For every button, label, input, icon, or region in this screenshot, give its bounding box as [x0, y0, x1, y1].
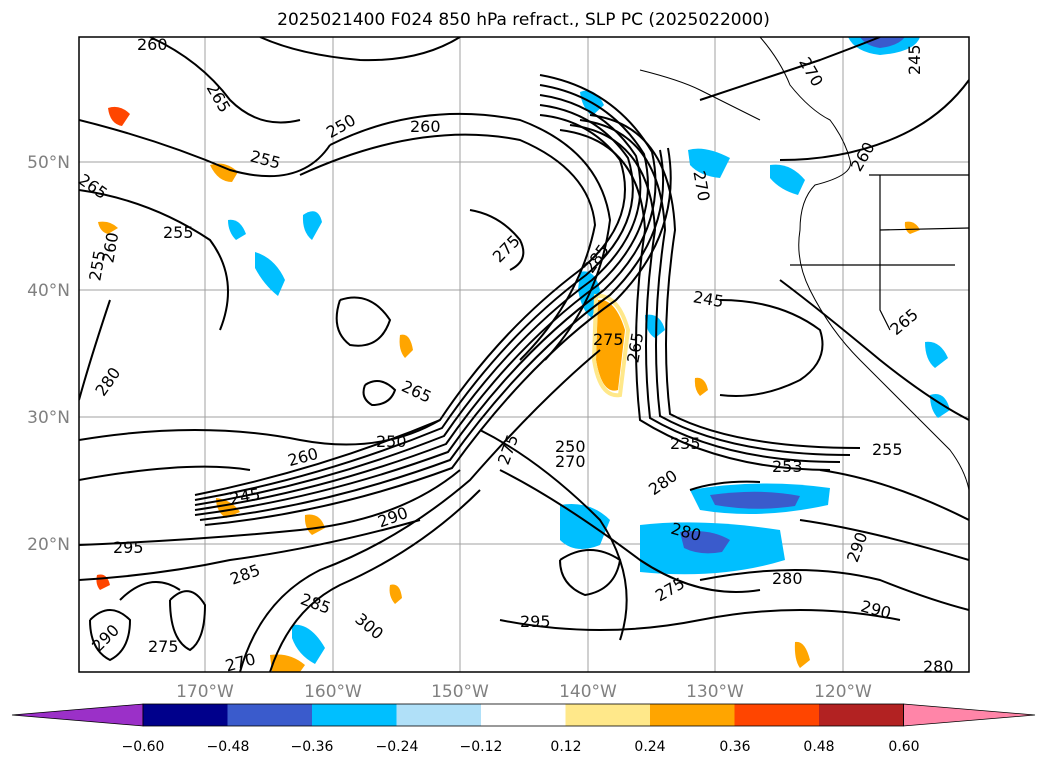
- negative-anomaly-shading: [228, 37, 950, 664]
- colorbar-segment: [227, 704, 312, 726]
- colorbar-tick-label: 0.24: [634, 739, 665, 755]
- colorbar-segment: [11, 703, 144, 727]
- contour-label: 255: [872, 440, 903, 459]
- contour-label: 235: [670, 434, 701, 453]
- contour-label: 280: [923, 657, 954, 676]
- colorbar-outline: [142, 703, 904, 727]
- lon-tick-label: 170°W: [176, 682, 234, 702]
- contour-label: 280: [772, 569, 803, 588]
- colorbar-segment: [143, 704, 228, 726]
- colorbar-tick-label: −0.36: [291, 739, 334, 755]
- lat-tick-label: 30°N: [27, 408, 70, 428]
- colorbar-segment: [396, 704, 481, 726]
- colorbar-tick-label: 0.12: [550, 739, 581, 755]
- colorbar-segment: [903, 703, 1036, 727]
- coastline: [639, 37, 969, 491]
- colorbar-segment: [734, 704, 819, 726]
- latitude-axis: 50°N 40°N 30°N 20°N: [27, 153, 70, 555]
- colorbar-segment: [819, 704, 904, 726]
- contour-label: 270: [555, 452, 586, 471]
- colorbar-segment: [312, 704, 397, 726]
- lat-tick-label: 50°N: [27, 153, 70, 173]
- lon-tick-label: 160°W: [304, 682, 362, 702]
- lon-tick-label: 130°W: [686, 682, 744, 702]
- contour-label: 260: [410, 117, 441, 136]
- colorbar: [11, 703, 1036, 727]
- colorbar-tick-label: −0.24: [376, 739, 419, 755]
- contour-label: 295: [113, 538, 144, 557]
- colorbar-tick-label: −0.48: [207, 739, 250, 755]
- contour-label: 255: [163, 223, 194, 242]
- lon-tick-label: 120°W: [814, 682, 872, 702]
- colorbar-segment: [481, 704, 566, 726]
- contour-label: 275: [593, 330, 624, 349]
- colorbar-tick-label: 0.60: [888, 739, 919, 755]
- longitude-axis: 170°W 160°W 150°W 140°W 130°W 120°W: [176, 682, 872, 702]
- lon-tick-label: 140°W: [559, 682, 617, 702]
- lon-tick-label: 150°W: [431, 682, 489, 702]
- contour-label: 250: [376, 432, 407, 451]
- lat-tick-label: 40°N: [27, 281, 70, 301]
- contour-label: 275: [148, 637, 179, 656]
- contour-label: 253: [772, 457, 803, 476]
- contour-label: 260: [137, 35, 168, 54]
- colorbar-segment: [565, 704, 650, 726]
- map-border: [78, 36, 970, 673]
- contour-lines: [79, 37, 969, 672]
- map-title: 2025021400 F024 850 hPa refract., SLP PC…: [277, 10, 770, 30]
- colorbar-tick-label: −0.60: [122, 739, 165, 755]
- colorbar-segment: [650, 704, 735, 726]
- contour-label: 245: [905, 44, 924, 75]
- lat-tick-label: 20°N: [27, 535, 70, 555]
- colorbar-tick-labels: −0.60 −0.48 −0.36 −0.24 −0.12 0.12 0.24 …: [122, 739, 920, 755]
- colorbar-tick-label: 0.48: [803, 739, 834, 755]
- contour-label: 295: [520, 612, 551, 631]
- colorbar-tick-label: 0.36: [719, 739, 750, 755]
- contour-label: 250: [555, 437, 586, 456]
- colorbar-tick-label: −0.12: [460, 739, 503, 755]
